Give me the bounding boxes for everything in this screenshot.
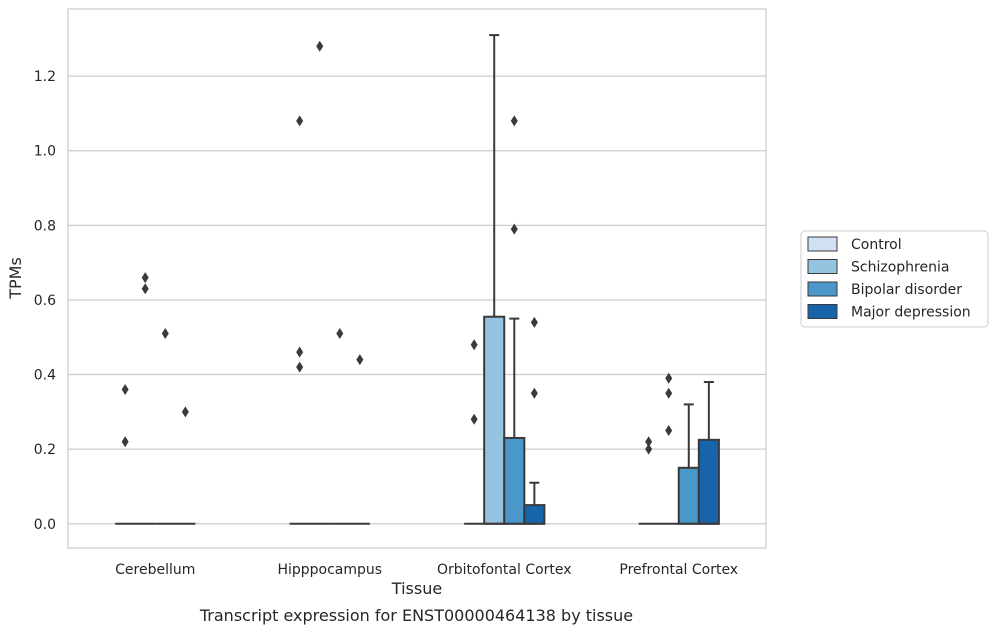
- outlier-point: [510, 223, 518, 235]
- box-group: [349, 354, 370, 525]
- box: [677, 466, 700, 525]
- outlier-point: [470, 339, 478, 351]
- box-group: [115, 383, 136, 525]
- outlier-point: [141, 283, 149, 295]
- box-group: [677, 403, 700, 525]
- outlier-point: [530, 316, 538, 328]
- outlier-point: [316, 40, 324, 52]
- box: [483, 315, 506, 525]
- outlier-point: [181, 406, 189, 418]
- x-tick-label: Prefrontal Cortex: [619, 562, 738, 578]
- legend-label: Bipolar disorder: [851, 282, 962, 298]
- outlier-point: [296, 361, 304, 373]
- gridlines: [68, 75, 766, 525]
- legend-label: Schizophrenia: [851, 260, 949, 276]
- box-group: [309, 40, 330, 525]
- outlier-point: [645, 436, 653, 448]
- box-group: [658, 372, 679, 525]
- legend-label: Control: [851, 237, 902, 253]
- legend-label: Major depression: [851, 305, 971, 321]
- outlier-point: [510, 115, 518, 127]
- legend-frame: [800, 230, 989, 328]
- y-tick-label: 0.2: [34, 442, 56, 458]
- outlier-point: [296, 346, 304, 358]
- outlier-point: [296, 115, 304, 127]
- outlier-point: [121, 383, 129, 395]
- box-group: [175, 406, 196, 525]
- x-tick-label: Cerebellum: [115, 562, 195, 578]
- box-group: [503, 115, 526, 525]
- box-group: [289, 115, 310, 525]
- outlier-point: [665, 372, 673, 384]
- outlier-point: [161, 328, 169, 340]
- box: [523, 504, 546, 525]
- legend-swatch: [807, 281, 838, 297]
- outlier-point: [356, 354, 364, 366]
- x-tick-labels: Cerebellum Hipppocampus Orbitofontal Corte…: [115, 562, 738, 578]
- box-group: [135, 272, 156, 525]
- outlier-point: [665, 425, 673, 437]
- legend-swatch: [807, 304, 838, 319]
- legend-swatch: [807, 259, 838, 274]
- x-axis-label: Tissue: [391, 579, 442, 598]
- boxes: [115, 34, 720, 525]
- x-tick-label: Orbitofontal Cortex: [437, 562, 572, 578]
- outlier-point: [141, 272, 149, 284]
- legend-swatch: [807, 236, 838, 252]
- y-tick-label: 0.0: [34, 517, 56, 533]
- plot-frame: [67, 8, 767, 549]
- outlier-point: [121, 436, 129, 448]
- y-tick-labels: 0.0 0.2 0.4 0.6 0.8 1.0 1.2: [34, 69, 56, 533]
- x-tick-label: Hipppocampus: [277, 562, 382, 578]
- box: [503, 436, 526, 525]
- box-group: [329, 328, 350, 525]
- outlier-point: [470, 413, 478, 425]
- y-tick-label: 1.2: [34, 69, 56, 85]
- y-tick-label: 1.0: [34, 144, 56, 160]
- legend: Control Schizophrenia Bipolar disorder Majo…: [800, 230, 989, 328]
- box-group: [155, 328, 176, 525]
- y-tick-label: 0.8: [34, 218, 56, 234]
- y-tick-label: 0.4: [34, 368, 56, 384]
- outlier-point: [645, 443, 653, 455]
- y-tick-label: 0.6: [34, 293, 56, 309]
- outlier-point: [336, 328, 344, 340]
- chart-caption: Transcript expression for ENST0000046413…: [199, 606, 634, 625]
- outlier-point: [530, 387, 538, 399]
- box: [697, 438, 720, 525]
- box-group: [697, 381, 720, 525]
- box-group: [638, 436, 659, 525]
- box-group: [483, 34, 506, 525]
- outlier-point: [665, 387, 673, 399]
- box-group: [523, 316, 546, 525]
- box-group: [464, 339, 485, 525]
- y-axis-label: TPMs: [6, 257, 25, 300]
